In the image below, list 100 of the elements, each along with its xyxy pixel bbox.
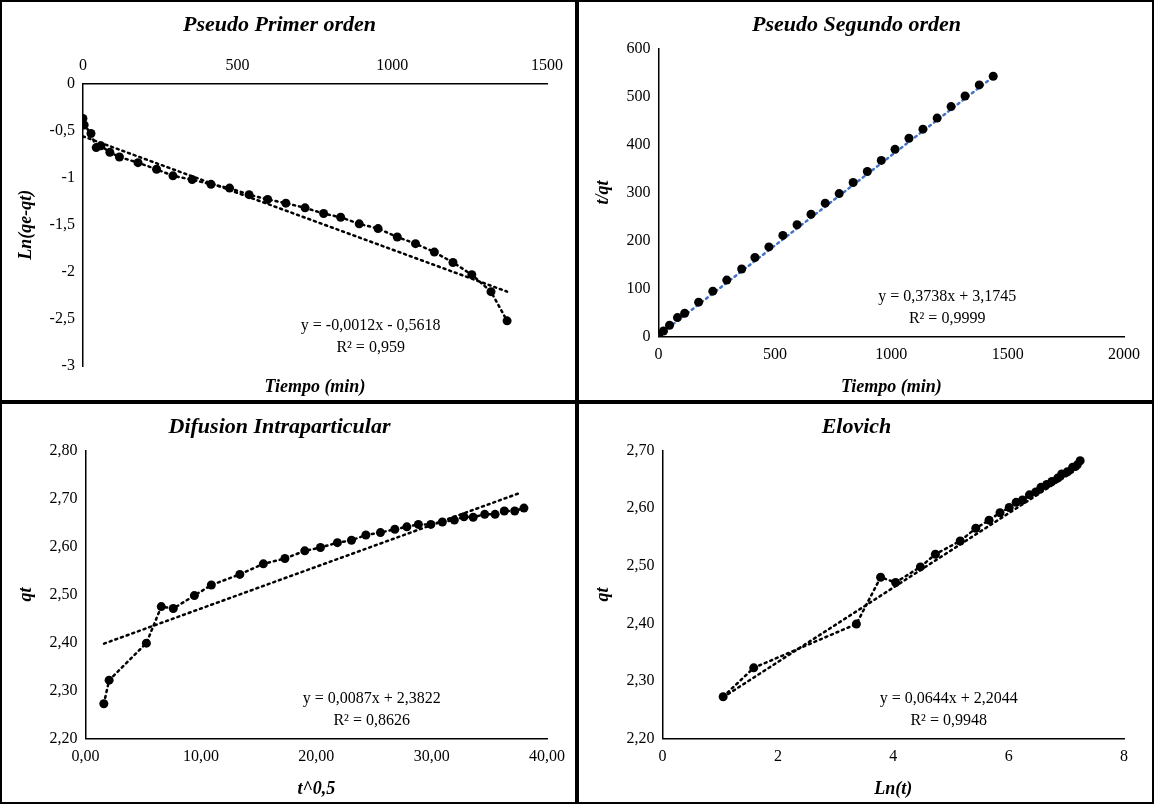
y-tick-label: 2,30	[49, 680, 78, 698]
x-tick-label: 1000	[875, 344, 908, 362]
y-tick-label: 2,40	[49, 632, 78, 650]
point	[750, 252, 760, 262]
point	[1017, 495, 1027, 505]
point	[658, 326, 668, 336]
point	[319, 209, 329, 218]
point	[502, 316, 512, 326]
point	[206, 179, 216, 189]
annotation: R² = 0,8626	[333, 710, 410, 728]
point	[114, 152, 124, 162]
y-axis-title: qt	[15, 586, 36, 602]
point	[480, 509, 490, 519]
point	[891, 577, 901, 587]
point	[390, 524, 400, 534]
point	[722, 275, 732, 285]
point	[1004, 503, 1014, 512]
point	[392, 232, 402, 242]
annotation: y = 0,0644x + 2,2044	[879, 688, 1018, 707]
y-tick-label: 2,80	[49, 440, 78, 458]
point	[263, 194, 273, 204]
y-tick-label: -1,5	[49, 215, 75, 232]
y-tick-label: 2,40	[626, 613, 655, 631]
y-tick-label: 2,20	[626, 729, 655, 746]
x-tick-label: 0	[658, 746, 667, 764]
point	[665, 320, 675, 330]
point	[280, 554, 290, 564]
point	[960, 91, 970, 101]
point	[1075, 456, 1085, 466]
point	[918, 124, 928, 134]
y-tick-label: 500	[626, 86, 651, 104]
point	[156, 602, 166, 612]
point	[930, 549, 940, 559]
point	[820, 198, 830, 208]
y-tick-label: -1	[61, 167, 75, 185]
chart-title: Difusion Intraparticular	[167, 412, 391, 438]
point	[995, 508, 1005, 518]
y-tick-label: 100	[626, 278, 651, 296]
y-tick-label: 0	[642, 327, 651, 344]
point	[437, 517, 447, 527]
y-tick-label: 600	[626, 38, 651, 56]
x-tick-label: 40,00	[529, 746, 565, 764]
x-tick-label: 1500	[991, 344, 1024, 362]
y-tick-label: 2,60	[626, 498, 655, 516]
point	[373, 224, 383, 234]
y-tick-label: 2,30	[626, 671, 655, 689]
point	[300, 546, 310, 556]
y-tick-label: 2,70	[49, 488, 78, 506]
point	[499, 506, 509, 516]
x-tick-label: 6	[1004, 746, 1013, 764]
point	[467, 270, 477, 280]
point	[984, 515, 994, 525]
y-axis-title: t/qt	[592, 179, 613, 205]
x-axis-title: Tiempo (min)	[840, 376, 942, 397]
y-tick-label: -0,5	[49, 120, 75, 138]
x-tick-label: 500	[225, 56, 250, 74]
y-tick-label: -2	[61, 262, 75, 280]
point	[932, 113, 942, 123]
point	[988, 71, 998, 81]
x-axis-title: Tiempo (min)	[264, 376, 366, 397]
x-tick-label: 4	[889, 746, 898, 764]
point	[468, 512, 478, 522]
point	[449, 515, 459, 525]
y-axis-title: qt	[592, 586, 613, 602]
annotation: R² = 0,9948	[910, 710, 987, 728]
point	[486, 287, 496, 297]
annotation: y = 0,3738x + 3,1745	[878, 286, 1017, 305]
point	[974, 80, 984, 90]
point	[426, 519, 436, 529]
point	[737, 264, 747, 274]
point	[694, 297, 704, 307]
point	[448, 257, 458, 267]
point	[86, 128, 96, 138]
point	[848, 178, 858, 188]
point	[402, 522, 412, 532]
point	[99, 699, 109, 709]
y-tick-label: 2,50	[49, 584, 78, 602]
point	[680, 308, 690, 318]
y-axis-title: Ln(qe-qt)	[15, 189, 37, 261]
x-tick-label: 1500	[531, 56, 563, 74]
y-tick-label: -2,5	[49, 309, 75, 327]
point	[834, 189, 844, 199]
point	[225, 183, 235, 193]
point	[429, 247, 439, 257]
x-tick-label: 20,00	[298, 746, 335, 764]
point	[141, 638, 151, 648]
point	[955, 536, 965, 546]
x-tick-label: 30,00	[413, 746, 450, 764]
point	[206, 580, 216, 590]
point	[413, 519, 423, 529]
chart-title: Elovich	[820, 412, 892, 438]
point	[459, 512, 469, 522]
point	[510, 506, 520, 516]
point	[96, 141, 106, 151]
annotation: y = -0,0012x - 0,5618	[300, 316, 441, 334]
point	[187, 175, 197, 185]
point	[104, 675, 114, 685]
x-tick-label: 500	[762, 344, 787, 362]
point	[411, 239, 421, 249]
point	[806, 209, 816, 219]
